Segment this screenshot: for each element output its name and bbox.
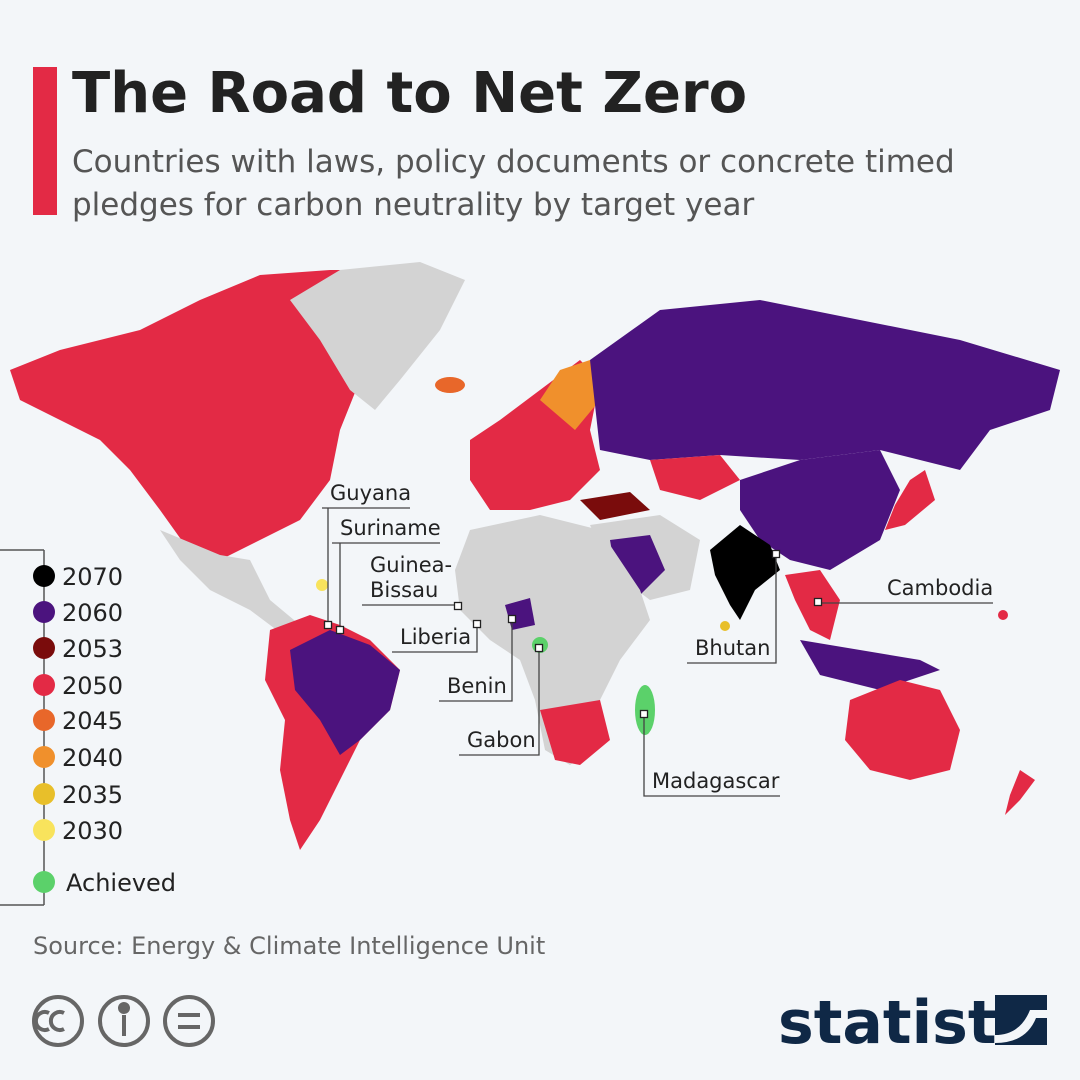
central-america (160, 530, 300, 640)
country-label: Madagascar (652, 769, 780, 793)
china (740, 450, 900, 570)
brand-logo (995, 995, 1047, 1045)
kazakhstan (650, 455, 740, 500)
subtitle: pledges for carbon neutrality by target … (72, 187, 754, 223)
country-label: Suriname (340, 516, 441, 540)
country-marker (472, 619, 482, 629)
legend-swatch (33, 819, 55, 841)
title: The Road to Net Zero (72, 61, 747, 126)
country-labels: Guyana Suriname Guinea-Bissau Liberia Benin G… (322, 481, 993, 797)
leader-line (392, 624, 478, 653)
iceland (435, 377, 465, 393)
world-map (10, 262, 1060, 850)
maldives (720, 621, 730, 631)
country-marker (323, 620, 333, 630)
indonesia (800, 640, 940, 690)
logo-wave (995, 1010, 1047, 1043)
subtitle: Countries with laws, policy documents or… (72, 144, 955, 180)
country-label: Benin (447, 674, 507, 698)
legend-label: 2035 (62, 781, 123, 809)
greenland (290, 262, 465, 410)
by-head (118, 1002, 130, 1014)
legend-label: 2050 (62, 672, 123, 700)
country-label: Guyana (330, 481, 411, 505)
country-label: Liberia (400, 625, 471, 649)
southern-africa (540, 700, 610, 765)
leader-line (643, 714, 780, 797)
country-marker (813, 597, 823, 607)
india (710, 525, 780, 620)
fiji (998, 610, 1008, 620)
leader-line (322, 507, 410, 625)
legend-swatch (33, 601, 55, 623)
legend-label: 2030 (62, 817, 123, 845)
turkey (580, 492, 650, 520)
russia (590, 300, 1060, 470)
license-icons (32, 995, 215, 1047)
australia (845, 680, 960, 780)
source: Source: Energy & Climate Intelligence Un… (33, 932, 545, 960)
japan (885, 470, 935, 530)
legend-swatch (33, 674, 55, 696)
legend-swatch (33, 871, 55, 893)
country-label: Bissau (370, 578, 438, 602)
africa (455, 515, 650, 765)
country-label: Guinea- (370, 553, 452, 577)
legend-label: Achieved (66, 869, 176, 897)
country-label: Gabon (467, 728, 536, 752)
country-marker (453, 601, 463, 611)
barbados (316, 579, 328, 591)
country-marker (335, 625, 345, 635)
legend-label: 2053 (62, 635, 123, 663)
nordics (540, 360, 600, 430)
saudi-arabia (610, 535, 665, 595)
legend-swatch (33, 565, 55, 587)
leader-line (439, 619, 513, 702)
country-label: Cambodia (887, 576, 993, 600)
southeast-asia (785, 570, 840, 640)
new-zealand (1005, 770, 1035, 815)
cc-mark (33, 1010, 65, 1032)
legend: 2070 2060 2053 2050 2045 2040 2035 2030 Achieved (0, 549, 176, 906)
country-marker (534, 643, 544, 653)
legend-swatch (33, 637, 55, 659)
nd-icon (163, 995, 215, 1047)
by-icon (98, 995, 150, 1047)
leader-line (459, 648, 540, 756)
leader-line (687, 554, 777, 664)
legend-label: 2070 (62, 563, 123, 591)
legend-label: 2045 (62, 707, 123, 735)
legend-label: 2060 (62, 599, 123, 627)
leader-line (332, 542, 440, 630)
legend-swatch (33, 709, 55, 731)
legend-label: 2040 (62, 744, 123, 772)
accent-bar (33, 67, 57, 215)
country-marker (771, 549, 781, 559)
country-label: Bhutan (695, 636, 770, 660)
country-marker (639, 709, 649, 719)
brazil (290, 630, 400, 755)
legend-swatch (33, 746, 55, 768)
country-marker (507, 614, 517, 624)
legend-swatch (33, 783, 55, 805)
brand: statista (778, 988, 1037, 1058)
